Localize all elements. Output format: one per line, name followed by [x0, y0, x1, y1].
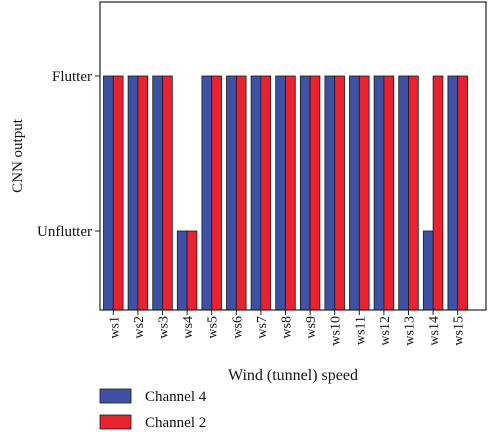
bar-ws8-series-1	[275, 75, 286, 311]
x-tick-label: ws11	[353, 316, 368, 345]
x-axis-label: Wind (tunnel) speed	[228, 367, 358, 384]
bar-ws15-series-1	[447, 75, 459, 311]
x-tick-label: ws2	[132, 316, 147, 339]
bar-ws1-series-2	[112, 75, 124, 311]
bar-ws11-series-2	[358, 75, 370, 311]
bars-group	[103, 75, 468, 311]
bar-ws9-series-1	[299, 75, 311, 311]
bar-ws4-series-1	[176, 230, 188, 311]
x-tick-label: ws12	[378, 316, 393, 346]
x-tick-label: ws5	[206, 316, 221, 339]
legend-swatch	[99, 388, 132, 404]
bar-ws1-series-1	[103, 75, 114, 311]
bar-ws3-series-2	[162, 75, 173, 311]
y-tick-label: Flutter	[52, 69, 92, 85]
bar-ws12-series-1	[373, 75, 385, 311]
x-tick-label: ws15	[452, 316, 467, 346]
x-tick-label: ws10	[329, 316, 344, 346]
x-tick-label: ws9	[304, 316, 319, 339]
bar-ws14-series-1	[422, 230, 434, 311]
bar-ws7-series-1	[250, 75, 262, 311]
bar-ws9-series-2	[309, 75, 321, 311]
y-ticks-group: Unflutter Flutter	[37, 69, 100, 240]
bar-ws8-series-2	[285, 75, 296, 311]
bar-ws2-series-2	[137, 75, 149, 311]
bar-ws5-series-1	[201, 75, 213, 311]
x-tick-label: ws1	[107, 316, 122, 339]
y-axis-label: CNN output	[10, 118, 26, 193]
x-tick-label: ws8	[280, 316, 295, 339]
bar-ws2-series-1	[127, 75, 139, 311]
legend: Channel 4 Channel 2	[99, 388, 207, 431]
x-tick-label: ws7	[255, 316, 270, 339]
x-tick-label: ws4	[181, 316, 196, 339]
y-tick-label: Unflutter	[37, 224, 92, 240]
x-tick-label: ws14	[427, 316, 442, 346]
x-tick-label: ws3	[157, 316, 172, 339]
bar-ws7-series-2	[260, 75, 272, 311]
bar-ws3-series-1	[152, 75, 163, 311]
bar-ws5-series-2	[211, 75, 222, 311]
plot-frame	[99, 1, 487, 311]
bar-ws12-series-2	[383, 75, 395, 311]
bar-ws10-series-2	[334, 75, 345, 311]
x-tick-label: ws6	[230, 316, 245, 339]
bar-ws15-series-2	[457, 75, 468, 311]
legend-label: Channel 2	[145, 415, 206, 431]
bar-ws6-series-2	[235, 75, 247, 311]
bar-ws6-series-1	[226, 75, 237, 311]
bar-ws11-series-1	[349, 75, 360, 311]
bar-ws4-series-2	[186, 230, 198, 311]
x-ticks-group: ws1 ws2 ws3 ws4 ws5 ws6 ws7 ws8 ws9 ws10 ws11 ws12 w…	[107, 310, 467, 346]
legend-swatch	[99, 414, 132, 430]
legend-label: Channel 4	[145, 389, 207, 405]
x-tick-label: ws13	[403, 316, 418, 346]
bar-ws13-series-1	[398, 75, 409, 311]
bar-ws10-series-1	[324, 75, 336, 311]
bar-ws14-series-2	[432, 75, 444, 311]
bar-ws13-series-2	[408, 75, 419, 311]
